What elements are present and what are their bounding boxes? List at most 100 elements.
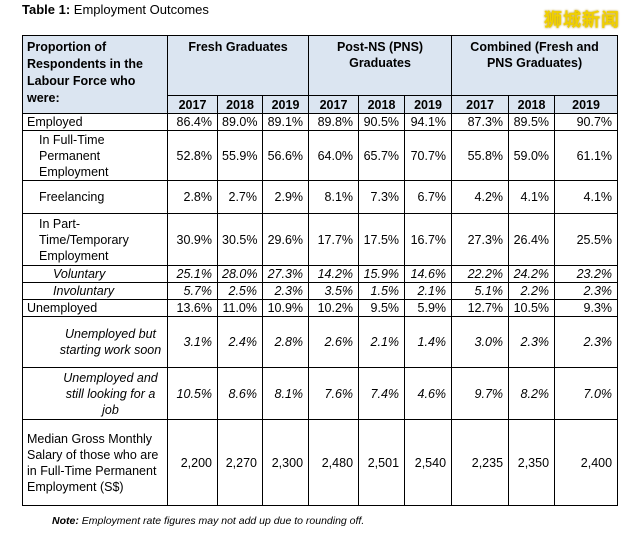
cell-value: 7.4% [358, 367, 406, 420]
table-note: Note: Employment rate figures may not ad… [52, 515, 364, 527]
cell-value: 7.3% [358, 180, 406, 214]
cell-value: 56.6% [261, 130, 310, 181]
cell-value: 52.8% [167, 130, 218, 181]
group-fresh-graduates: Fresh Graduates [166, 35, 310, 96]
cell-value: 64.0% [308, 130, 360, 181]
cell-value: 90.7% [554, 113, 619, 131]
cell-value: 10.9% [261, 299, 310, 317]
cell-value: 55.8% [451, 130, 510, 181]
cell-value: 1.5% [358, 282, 406, 300]
cell-value: 2.3% [554, 316, 619, 368]
cell-value: 25.1% [167, 265, 218, 283]
cell-value: 65.7% [358, 130, 406, 181]
cell-value: 30.9% [167, 213, 218, 266]
cell-value: 29.6% [261, 213, 310, 266]
row-label: Employed [22, 113, 168, 131]
cell-value: 25.5% [554, 213, 619, 266]
cell-value: 89.1% [261, 113, 310, 131]
cell-value: 9.3% [554, 299, 619, 317]
cell-value: 26.4% [508, 213, 556, 266]
cell-value: 90.5% [358, 113, 406, 131]
year-header: 2019 [261, 95, 310, 114]
row-label: Involuntary [22, 282, 168, 300]
cell-value: 15.9% [358, 265, 406, 283]
employment-outcomes-table: Proportion of Respondents in the Labour … [22, 35, 619, 506]
cell-value: 3.1% [167, 316, 218, 368]
table-row: Voluntary 25.1% 28.0% 27.3% 14.2% 15.9% 14.6% 2… [22, 265, 619, 283]
row-label: Unemployed [22, 299, 168, 317]
cell-value: 14.2% [308, 265, 360, 283]
cell-value: 14.6% [404, 265, 453, 283]
cell-value: 5.7% [167, 282, 218, 300]
cell-value: 10.5% [508, 299, 556, 317]
cell-value: 8.2% [508, 367, 556, 420]
cell-value: 16.7% [404, 213, 453, 266]
cell-value: 2.7% [217, 180, 263, 214]
cell-value: 10.2% [308, 299, 360, 317]
cell-value: 2,270 [217, 419, 263, 506]
cell-value: 2.2% [508, 282, 556, 300]
note-prefix: Note: [52, 515, 79, 527]
year-header: 2017 [167, 95, 218, 114]
cell-value: 17.7% [308, 213, 360, 266]
cell-value: 70.7% [404, 130, 453, 181]
cell-value: 17.5% [358, 213, 406, 266]
cell-value: 2,235 [451, 419, 510, 506]
year-header: 2018 [217, 95, 263, 114]
cell-value: 2,480 [308, 419, 360, 506]
cell-value: 86.4% [167, 113, 218, 131]
table-row: Freelancing 2.8% 2.7% 2.9% 8.1% 7.3% 6.7% 4.2% 4… [22, 180, 619, 214]
table-caption: Table 1: Employment Outcomes [22, 2, 209, 17]
cell-value: 89.5% [508, 113, 556, 131]
table-row: Unemployed 13.6% 11.0% 10.9% 10.2% 9.5% 5.9% 12… [22, 299, 619, 317]
group-combined: Combined (Fresh and PNS Graduates) [451, 35, 619, 96]
cell-value: 2,400 [554, 419, 619, 506]
cell-value: 1.4% [404, 316, 453, 368]
cell-value: 2.1% [358, 316, 406, 368]
cell-value: 8.1% [308, 180, 360, 214]
cell-value: 28.0% [217, 265, 263, 283]
year-header: 2018 [508, 95, 556, 114]
table-row: Unemployed but starting work soon 3.1% 2.4… [22, 316, 619, 368]
cell-value: 23.2% [554, 265, 619, 283]
cell-value: 4.2% [451, 180, 510, 214]
note-text: Employment rate figures may not add up d… [81, 515, 365, 527]
cell-value: 8.1% [261, 367, 310, 420]
group-post-ns-graduates: Post-NS (PNS) Graduates [308, 35, 453, 96]
cell-value: 7.6% [308, 367, 360, 420]
cell-value: 4.1% [554, 180, 619, 214]
year-header: 2019 [554, 95, 619, 114]
row-header-label: Proportion of Respondents in the Labour … [22, 35, 168, 114]
table-row: In Full-Time Permanent Employment 52.8% 55… [22, 130, 619, 181]
table-row: In Part-Time/Temporary Employment 30.9% 30… [22, 213, 619, 266]
year-header: 2017 [308, 95, 360, 114]
row-label: In Part-Time/Temporary Employment [22, 213, 168, 266]
cell-value: 5.9% [404, 299, 453, 317]
cell-value: 27.3% [261, 265, 310, 283]
row-label: Voluntary [22, 265, 168, 283]
cell-value: 2.1% [404, 282, 453, 300]
row-label: Freelancing [22, 180, 168, 214]
cell-value: 2,300 [261, 419, 310, 506]
cell-value: 11.0% [217, 299, 263, 317]
cell-value: 30.5% [217, 213, 263, 266]
row-label: Unemployed but starting work soon [22, 316, 168, 368]
cell-value: 27.3% [451, 213, 510, 266]
row-label: Median Gross Monthly Salary of those who… [22, 419, 168, 506]
cell-value: 2.4% [217, 316, 263, 368]
cell-value: 8.6% [217, 367, 263, 420]
cell-value: 2.3% [554, 282, 619, 300]
cell-value: 2.3% [508, 316, 556, 368]
cell-value: 3.0% [451, 316, 510, 368]
cell-value: 9.5% [358, 299, 406, 317]
table-row: Median Gross Monthly Salary of those who… [22, 419, 619, 506]
cell-value: 13.6% [167, 299, 218, 317]
watermark-logo: 狮城新闻 [544, 10, 620, 31]
cell-value: 61.1% [554, 130, 619, 181]
cell-value: 2,200 [167, 419, 218, 506]
caption-prefix: Table 1: [22, 2, 71, 17]
cell-value: 2.8% [261, 316, 310, 368]
year-header: 2017 [451, 95, 510, 114]
cell-value: 2,540 [404, 419, 453, 506]
cell-value: 12.7% [451, 299, 510, 317]
